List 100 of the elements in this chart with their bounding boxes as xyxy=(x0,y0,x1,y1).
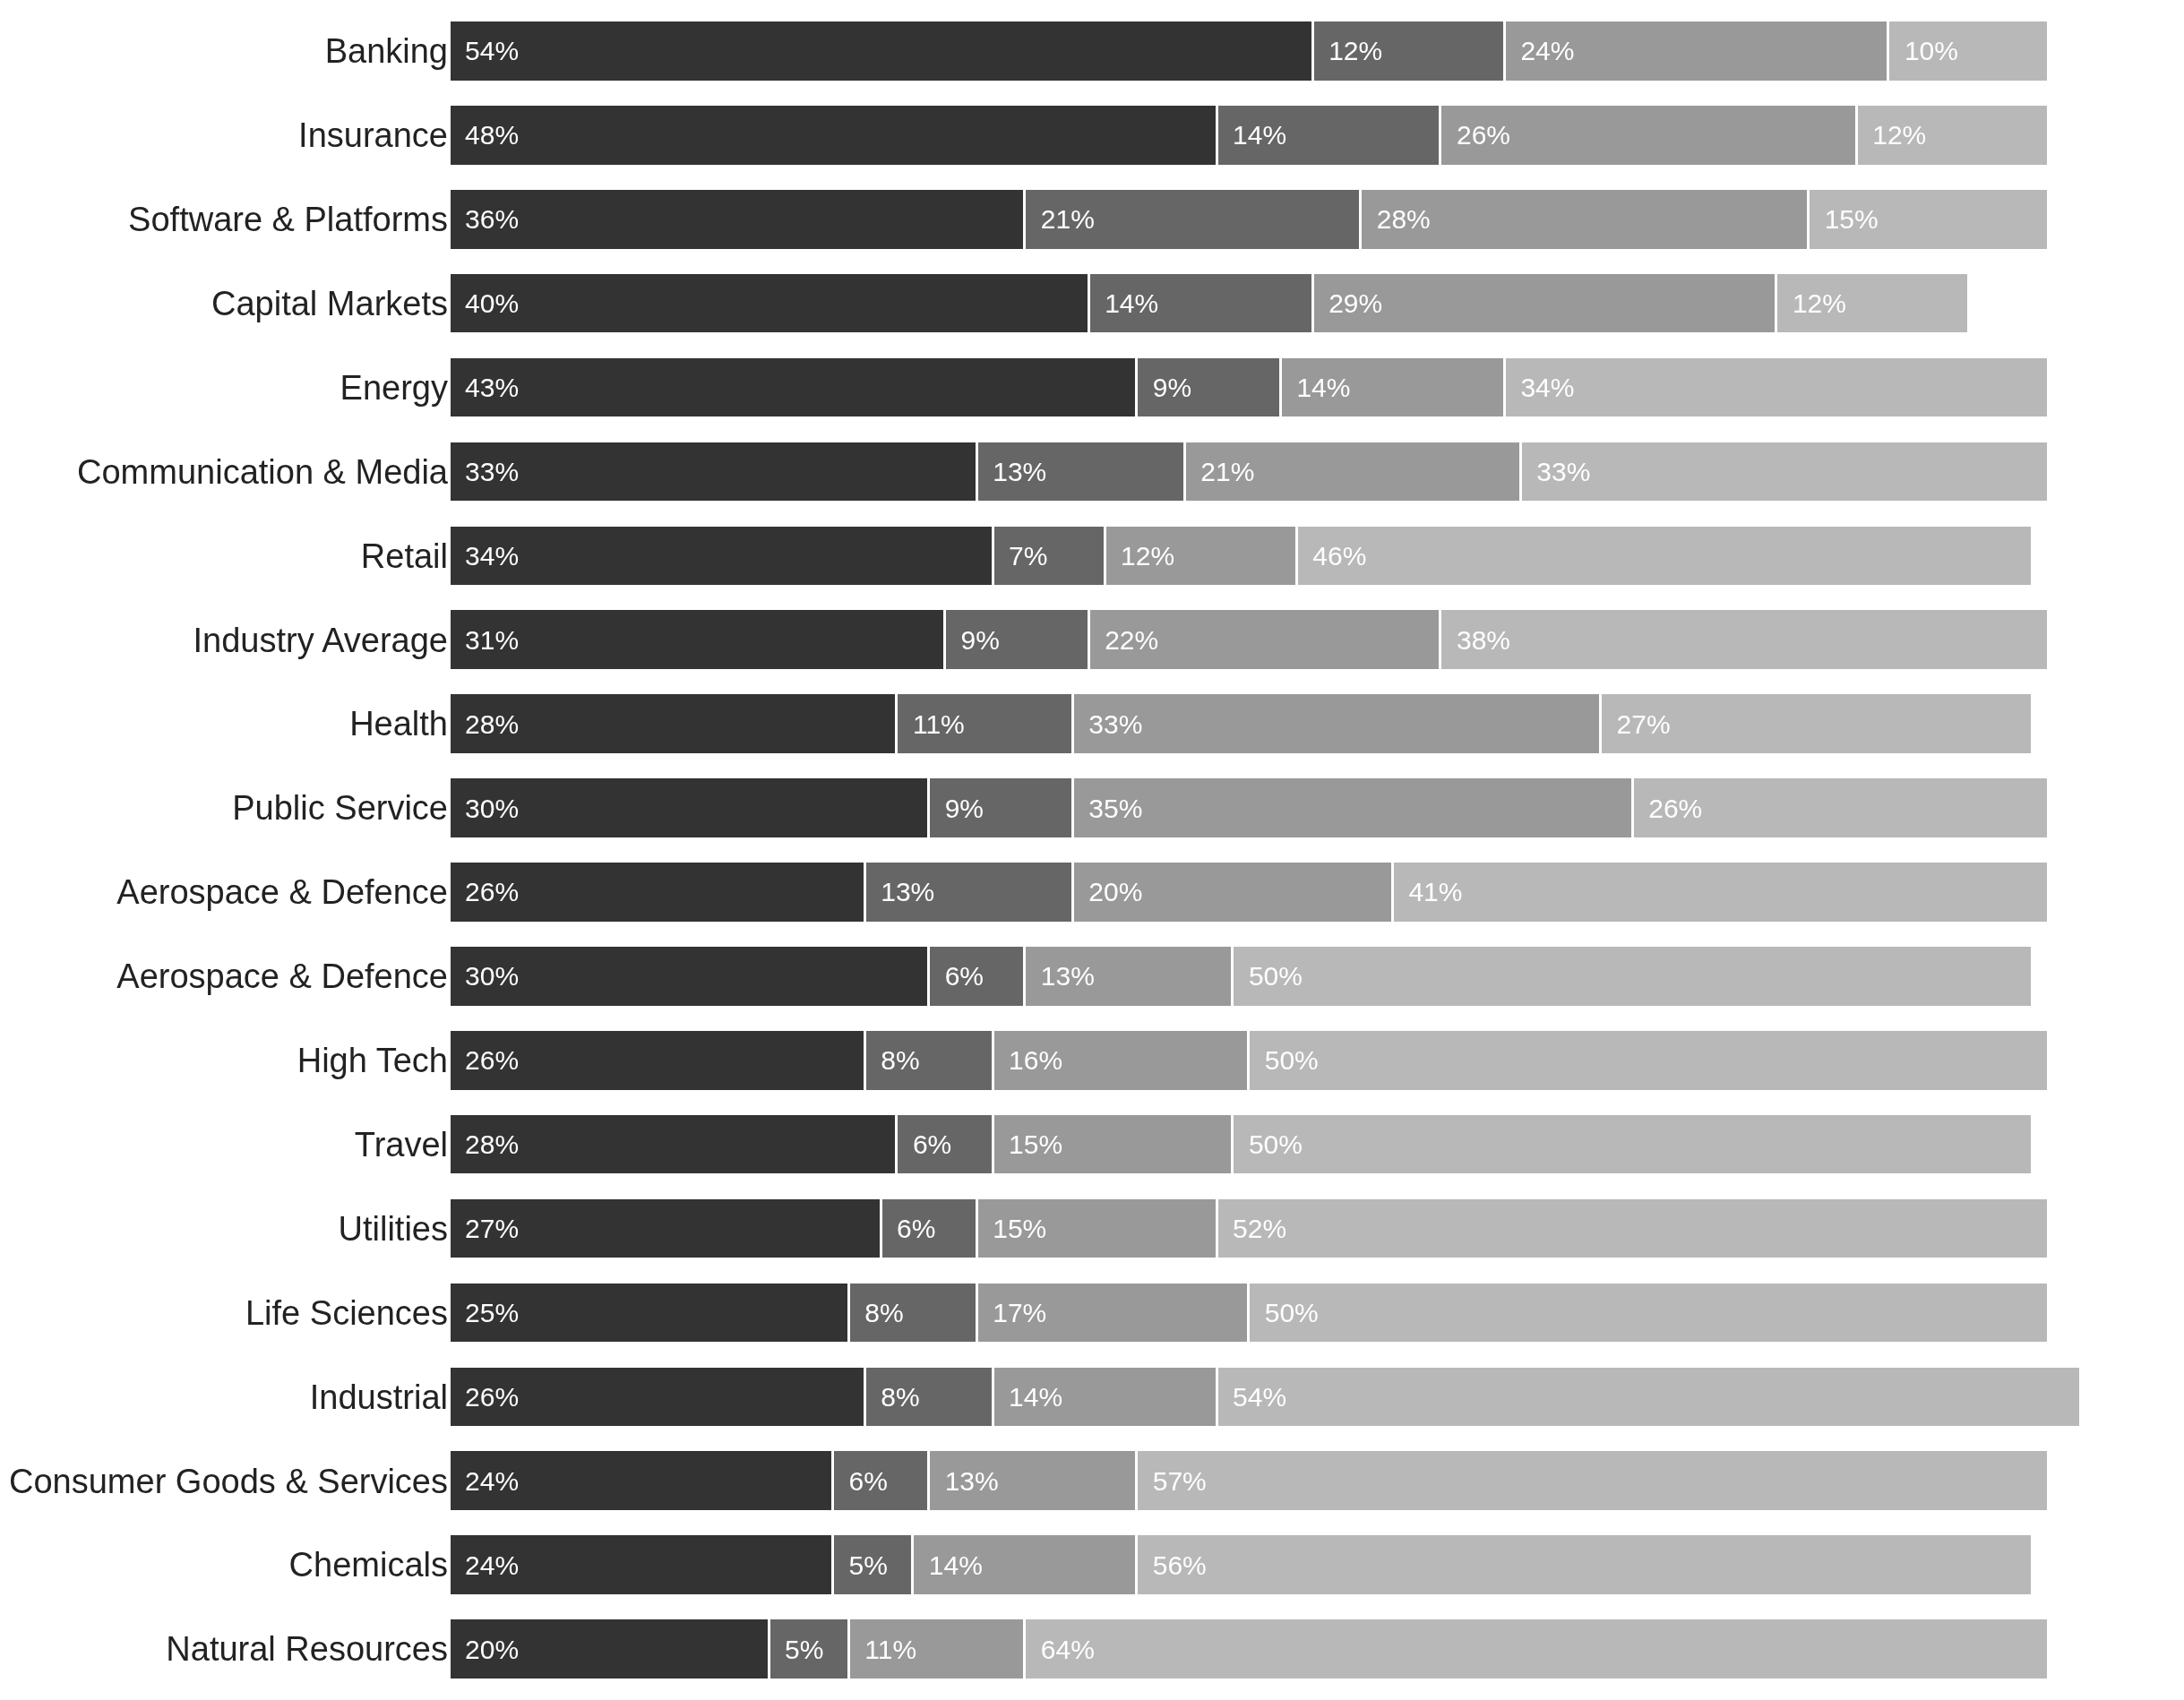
data-label: 12% xyxy=(1859,120,1927,150)
y-tick-label: Health xyxy=(349,705,448,743)
data-label: 28% xyxy=(451,708,520,739)
data-label: 13% xyxy=(979,456,1047,486)
data-label: 14% xyxy=(1283,373,1351,403)
data-label: 30% xyxy=(451,961,520,992)
y-tick-label: Natural Resources xyxy=(166,1630,448,1669)
data-label: 8% xyxy=(867,1045,920,1076)
data-label: 13% xyxy=(1027,961,1095,992)
data-label: 26% xyxy=(451,877,520,907)
y-tick-label: Banking xyxy=(324,32,448,71)
data-label: 14% xyxy=(995,1381,1063,1412)
data-label: 30% xyxy=(451,793,520,823)
data-label: 21% xyxy=(1187,456,1255,486)
data-label: 6% xyxy=(899,1129,952,1160)
y-tick-label: Travel xyxy=(354,1125,448,1163)
y-tick-label: Aerospace & Defence xyxy=(116,873,448,912)
y-tick-label: High Tech xyxy=(297,1042,448,1080)
y-tick-label: Public Service xyxy=(232,789,448,828)
y-tick-label: Industrial xyxy=(309,1378,448,1416)
data-label: 33% xyxy=(451,456,520,486)
data-label: 56% xyxy=(1139,1550,1207,1580)
data-label: 36% xyxy=(451,204,520,235)
data-label: 20% xyxy=(451,1634,520,1664)
data-label: 48% xyxy=(451,120,520,150)
data-label: 16% xyxy=(995,1045,1063,1076)
data-label: 28% xyxy=(451,1129,520,1160)
data-label: 12% xyxy=(1778,288,1846,319)
data-label: 10% xyxy=(1890,36,1958,66)
data-label: 12% xyxy=(1107,540,1175,571)
data-label: 34% xyxy=(1507,373,1575,403)
data-label: 52% xyxy=(1219,1214,1287,1244)
data-label: 26% xyxy=(1442,120,1511,150)
data-label: 41% xyxy=(1395,877,1463,907)
data-label: 11% xyxy=(899,708,965,739)
data-label: 14% xyxy=(1219,120,1287,150)
data-label: 26% xyxy=(1635,793,1703,823)
data-label: 8% xyxy=(851,1297,904,1327)
data-label: 9% xyxy=(947,624,1000,655)
data-label: 14% xyxy=(1091,288,1159,319)
data-label: 38% xyxy=(1442,624,1511,655)
data-label: 14% xyxy=(915,1550,983,1580)
y-tick-label: Software & Platforms xyxy=(128,201,448,239)
data-label: 25% xyxy=(451,1297,520,1327)
y-tick-label: Chemicals xyxy=(288,1546,448,1584)
data-label: 54% xyxy=(451,36,520,66)
data-label: 50% xyxy=(1251,1297,1319,1327)
data-label: 6% xyxy=(931,961,984,992)
data-label: 40% xyxy=(451,288,520,319)
data-label: 24% xyxy=(1507,36,1575,66)
data-label: 15% xyxy=(979,1214,1047,1244)
data-label: 20% xyxy=(1075,877,1143,907)
data-label: 31% xyxy=(451,624,520,655)
data-label: 33% xyxy=(1075,708,1143,739)
data-label: 24% xyxy=(451,1550,520,1580)
data-label: 43% xyxy=(451,373,520,403)
data-label: 6% xyxy=(835,1465,888,1496)
data-label: 7% xyxy=(995,540,1048,571)
data-label: 6% xyxy=(883,1214,936,1244)
data-label: 13% xyxy=(931,1465,999,1496)
y-tick-label: Retail xyxy=(360,537,448,575)
data-label: 29% xyxy=(1315,288,1383,319)
data-label: 50% xyxy=(1234,961,1303,992)
y-tick-label: Consumer Goods & Services xyxy=(9,1462,448,1500)
data-label: 35% xyxy=(1075,793,1143,823)
y-tick-label: Life Sciences xyxy=(245,1293,448,1332)
data-label: 54% xyxy=(1219,1381,1287,1412)
y-tick-label: Industry Average xyxy=(193,621,448,659)
data-label: 11% xyxy=(851,1634,917,1664)
data-label: 64% xyxy=(1027,1634,1095,1664)
data-label: 33% xyxy=(1523,456,1591,486)
data-label: 5% xyxy=(835,1550,888,1580)
data-label: 28% xyxy=(1363,204,1431,235)
data-label: 50% xyxy=(1234,1129,1303,1160)
data-label: 22% xyxy=(1091,624,1159,655)
data-label: 5% xyxy=(771,1634,824,1664)
y-tick-label: Communication & Media xyxy=(77,452,449,491)
y-tick-label: Utilities xyxy=(338,1209,448,1248)
y-tick-label: Capital Markets xyxy=(211,284,448,322)
data-label: 27% xyxy=(451,1214,520,1244)
data-label: 46% xyxy=(1299,540,1367,571)
data-label: 12% xyxy=(1315,36,1383,66)
data-label: 9% xyxy=(1139,373,1192,403)
data-label: 57% xyxy=(1139,1465,1207,1496)
data-label: 13% xyxy=(867,877,935,907)
y-tick-label: Aerospace & Defence xyxy=(116,957,448,996)
y-tick-label: Insurance xyxy=(298,116,448,155)
data-label: 15% xyxy=(995,1129,1063,1160)
data-label: 26% xyxy=(451,1045,520,1076)
data-label: 9% xyxy=(931,793,984,823)
data-label: 21% xyxy=(1027,204,1095,235)
data-label: 17% xyxy=(979,1297,1047,1327)
data-label: 26% xyxy=(451,1381,520,1412)
data-label: 27% xyxy=(1603,708,1671,739)
data-label: 24% xyxy=(451,1465,520,1496)
data-label: 50% xyxy=(1251,1045,1319,1076)
data-label: 8% xyxy=(867,1381,920,1412)
y-tick-label: Energy xyxy=(340,368,448,407)
data-label: 34% xyxy=(451,540,520,571)
data-label: 15% xyxy=(1810,204,1879,235)
